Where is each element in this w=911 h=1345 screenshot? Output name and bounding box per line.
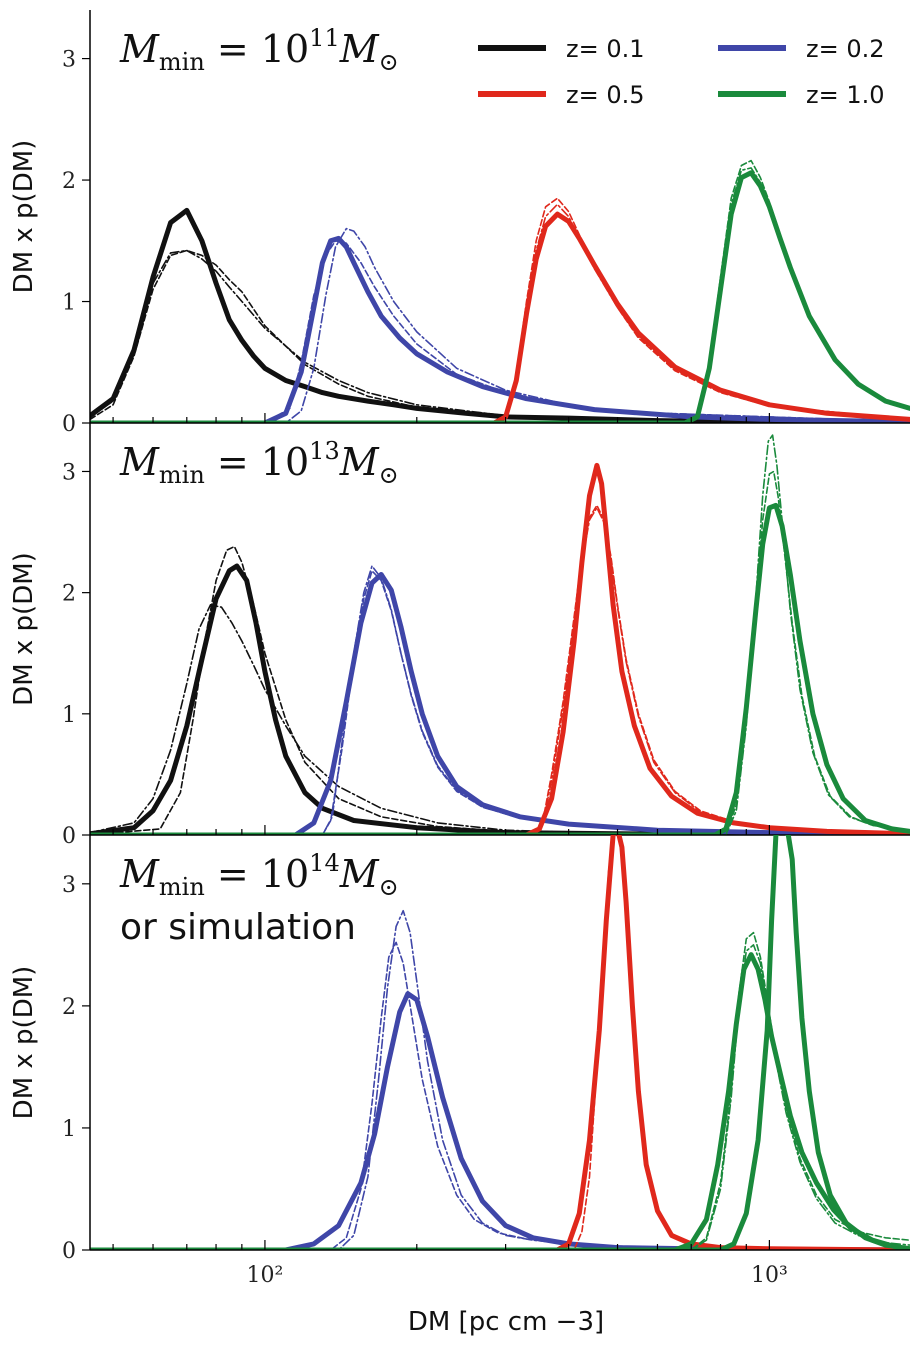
series-line-z0_1-dashed (90, 545, 910, 835)
y-axis-title: DM x p(DM) (9, 552, 39, 706)
panel-2: 0 1 2 3 DM x p(DM) Mmin = 1013M⊙ (9, 423, 910, 849)
series-line-z1_0-dashed (90, 470, 910, 835)
legend-entry: z= 0.2 (718, 35, 885, 63)
x-axis-title: DM [pc cm −3] (408, 1307, 604, 1337)
legend: z= 0.1 z= 0.2 z= 0.5 z= 1.0 (478, 35, 885, 109)
panels-layer: 0 1 2 3 DM x p(DM) Mmin = 1011M⊙ 0 1 2 3 DM x p(DM… (9, 10, 910, 1288)
panel-label: Mmin = 1013M⊙ (119, 437, 399, 489)
legend-entry: z= 0.5 (478, 81, 645, 109)
y-tick-label: 3 (62, 873, 76, 898)
legend-entry: z= 1.0 (718, 81, 885, 109)
y-tick-label: 1 (62, 291, 76, 316)
y-tick-label: 2 (62, 582, 76, 607)
series-line-z0_2-dashdot (90, 565, 910, 835)
series-line-z0_1-thick (90, 563, 910, 835)
series-line-z0_5-dashdot (90, 506, 910, 835)
x-tick-label: 10² (247, 1263, 284, 1288)
y-tick-label: 2 (62, 169, 76, 194)
x-tick-label: 10³ (751, 1263, 788, 1288)
legend-label: z= 1.0 (806, 81, 885, 109)
series-line-z0_1-dashdot (90, 249, 910, 423)
series-group (90, 434, 910, 835)
legend-label: z= 0.5 (566, 81, 645, 109)
series-line-z1_0-dashdot (90, 944, 910, 1250)
series-line-z1_0-dashdot (90, 167, 910, 423)
series-line-z0_5-dashdot (90, 203, 910, 423)
series-line-z0_2-thick (90, 235, 910, 423)
legend-label: z= 0.1 (566, 35, 645, 63)
y-tick-label: 1 (62, 1117, 76, 1142)
series-line-z1_0-thick (90, 835, 910, 1250)
series-line-z1_0-dashed (90, 159, 910, 423)
y-tick-label: 0 (62, 824, 76, 849)
series-line-z0_5-dashed (90, 504, 910, 835)
series-line-z0_2-dashdot (90, 227, 910, 423)
series-line-z0_1-dashed (90, 249, 910, 423)
series-line-z0_2-thick (90, 572, 910, 835)
series-line-z0_2-thick (90, 991, 910, 1250)
y-tick-label: 0 (62, 1239, 76, 1264)
series-line-z0_1-dashdot (90, 603, 910, 835)
panel-label: Mmin = 1014M⊙ (119, 849, 399, 901)
y-tick-label: 0 (62, 412, 76, 437)
legend-label: z= 0.2 (806, 35, 885, 63)
panel-label: Mmin = 1011M⊙ (119, 24, 399, 76)
legend-entry: z= 0.1 (478, 35, 645, 63)
y-tick-label: 3 (62, 460, 76, 485)
series-line-z1_0-dashdot (90, 434, 910, 835)
series-group (90, 835, 910, 1250)
y-tick-label: 3 (62, 48, 76, 73)
series-line-z0_2-dashed (90, 941, 910, 1250)
series-line-z1_0-thick (90, 170, 910, 423)
series-line-z0_2-dashdot (90, 909, 910, 1250)
series-line-z0_2-dashed (90, 240, 910, 423)
y-tick-label: 1 (62, 703, 76, 728)
panel-sublabel: or simulation (120, 907, 356, 948)
series-line-z0_5-thick (90, 462, 910, 835)
series-group (90, 159, 910, 423)
series-line-z1_0-thick (90, 952, 910, 1250)
series-line-z1_0-thick (90, 502, 910, 835)
panel-1: 0 1 2 3 DM x p(DM) Mmin = 1011M⊙ (9, 10, 910, 437)
y-tick-label: 2 (62, 995, 76, 1020)
panel-3: 0 1 2 3 DM x p(DM) Mmin = 1014M⊙ or simulation (9, 835, 910, 1264)
y-axis-title: DM x p(DM) (9, 140, 39, 294)
y-axis-title: DM x p(DM) (9, 966, 39, 1120)
series-line-z1_0-dashed (90, 931, 910, 1250)
